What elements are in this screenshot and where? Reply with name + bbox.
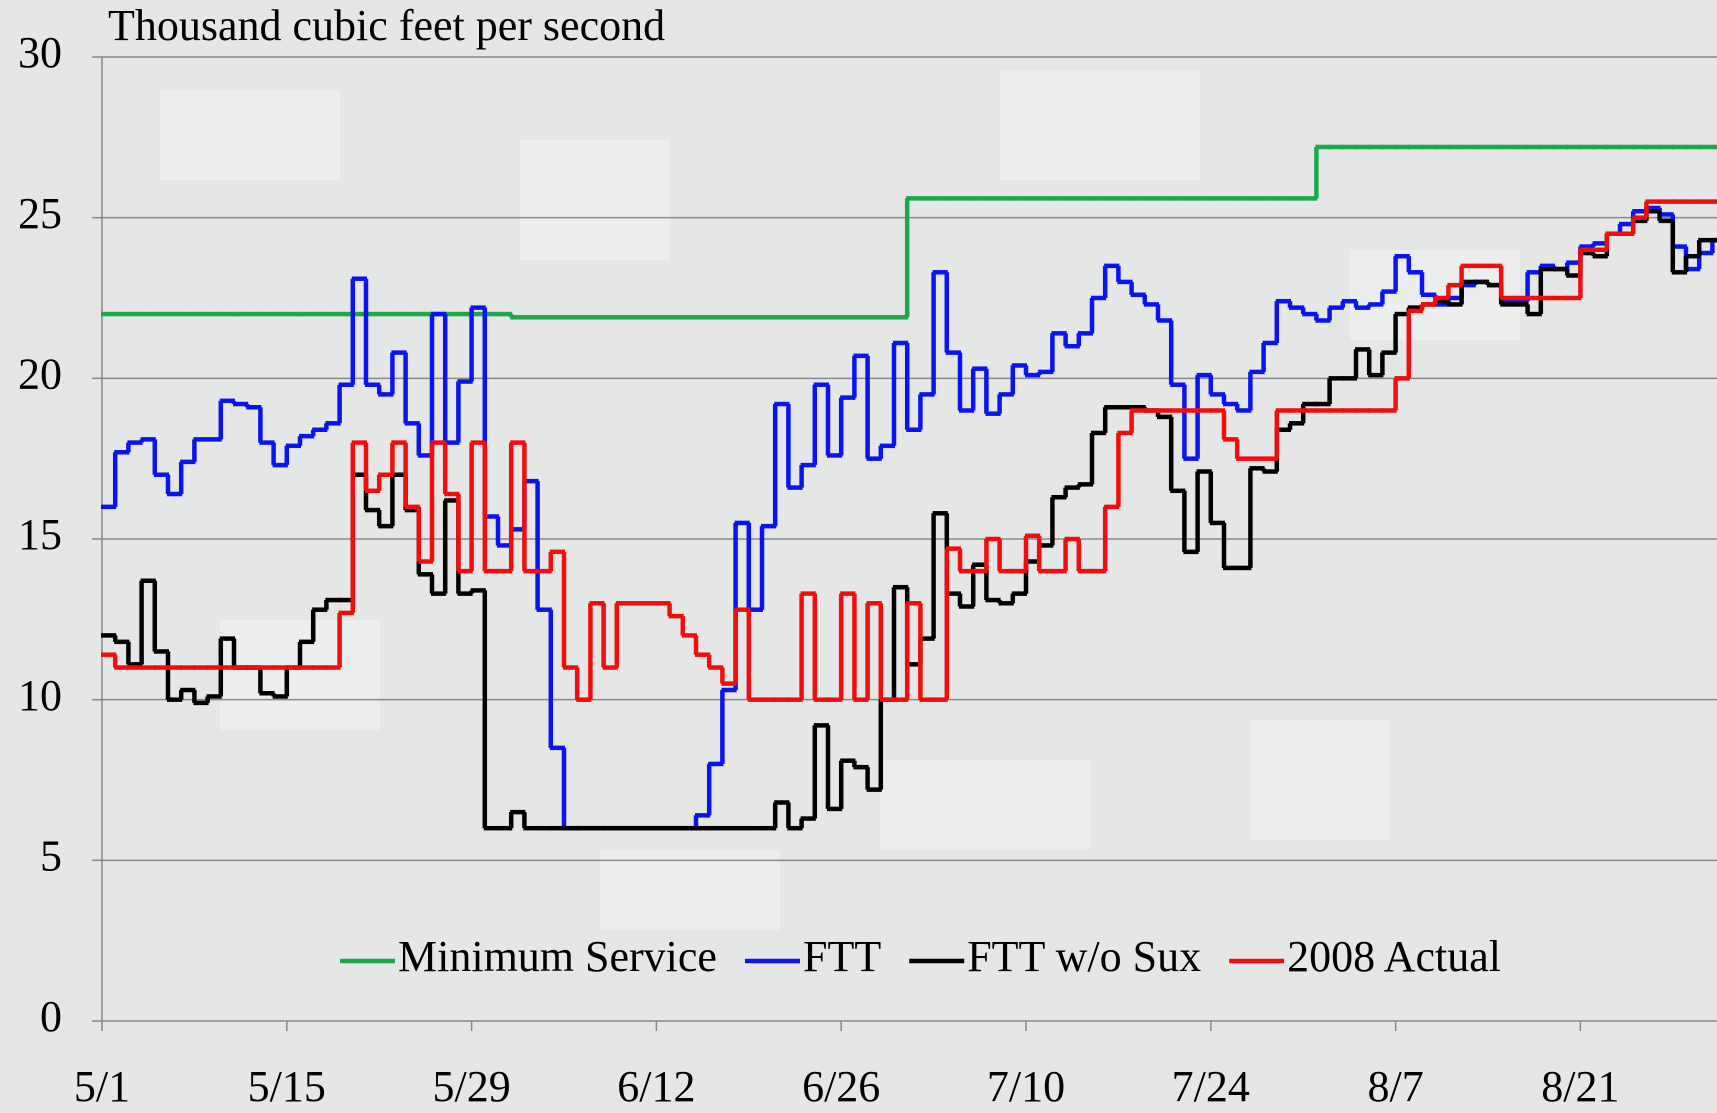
x-tick-label: 7/10 bbox=[987, 1062, 1065, 1111]
legend-label: Minimum Service bbox=[398, 932, 717, 981]
y-tick-label: 20 bbox=[18, 349, 62, 398]
y-tick-label: 0 bbox=[40, 992, 62, 1041]
legend-label: 2008 Actual bbox=[1287, 932, 1501, 981]
y-tick-label: 25 bbox=[18, 189, 62, 238]
y-tick-label: 10 bbox=[18, 671, 62, 720]
x-tick-label: 7/24 bbox=[1172, 1062, 1250, 1111]
chart-title: Thousand cubic feet per second bbox=[108, 1, 665, 50]
legend-label: FTT bbox=[803, 932, 881, 981]
y-tick-label: 30 bbox=[18, 28, 62, 77]
x-tick-label: 8/21 bbox=[1541, 1062, 1619, 1111]
x-tick-label: 6/26 bbox=[802, 1062, 880, 1111]
x-tick-label: 5/15 bbox=[248, 1062, 326, 1111]
series bbox=[101, 144, 1717, 320]
y-tick-label: 5 bbox=[40, 831, 62, 880]
series bbox=[101, 199, 1717, 702]
x-tick-label: 6/12 bbox=[617, 1062, 695, 1111]
y-tick-label: 15 bbox=[18, 510, 62, 559]
legend-label: FTT w/o Sux bbox=[967, 932, 1201, 981]
x-tick-label: 8/7 bbox=[1367, 1062, 1423, 1111]
x-tick-label: 5/1 bbox=[74, 1062, 130, 1111]
x-tick-label: 5/29 bbox=[432, 1062, 510, 1111]
